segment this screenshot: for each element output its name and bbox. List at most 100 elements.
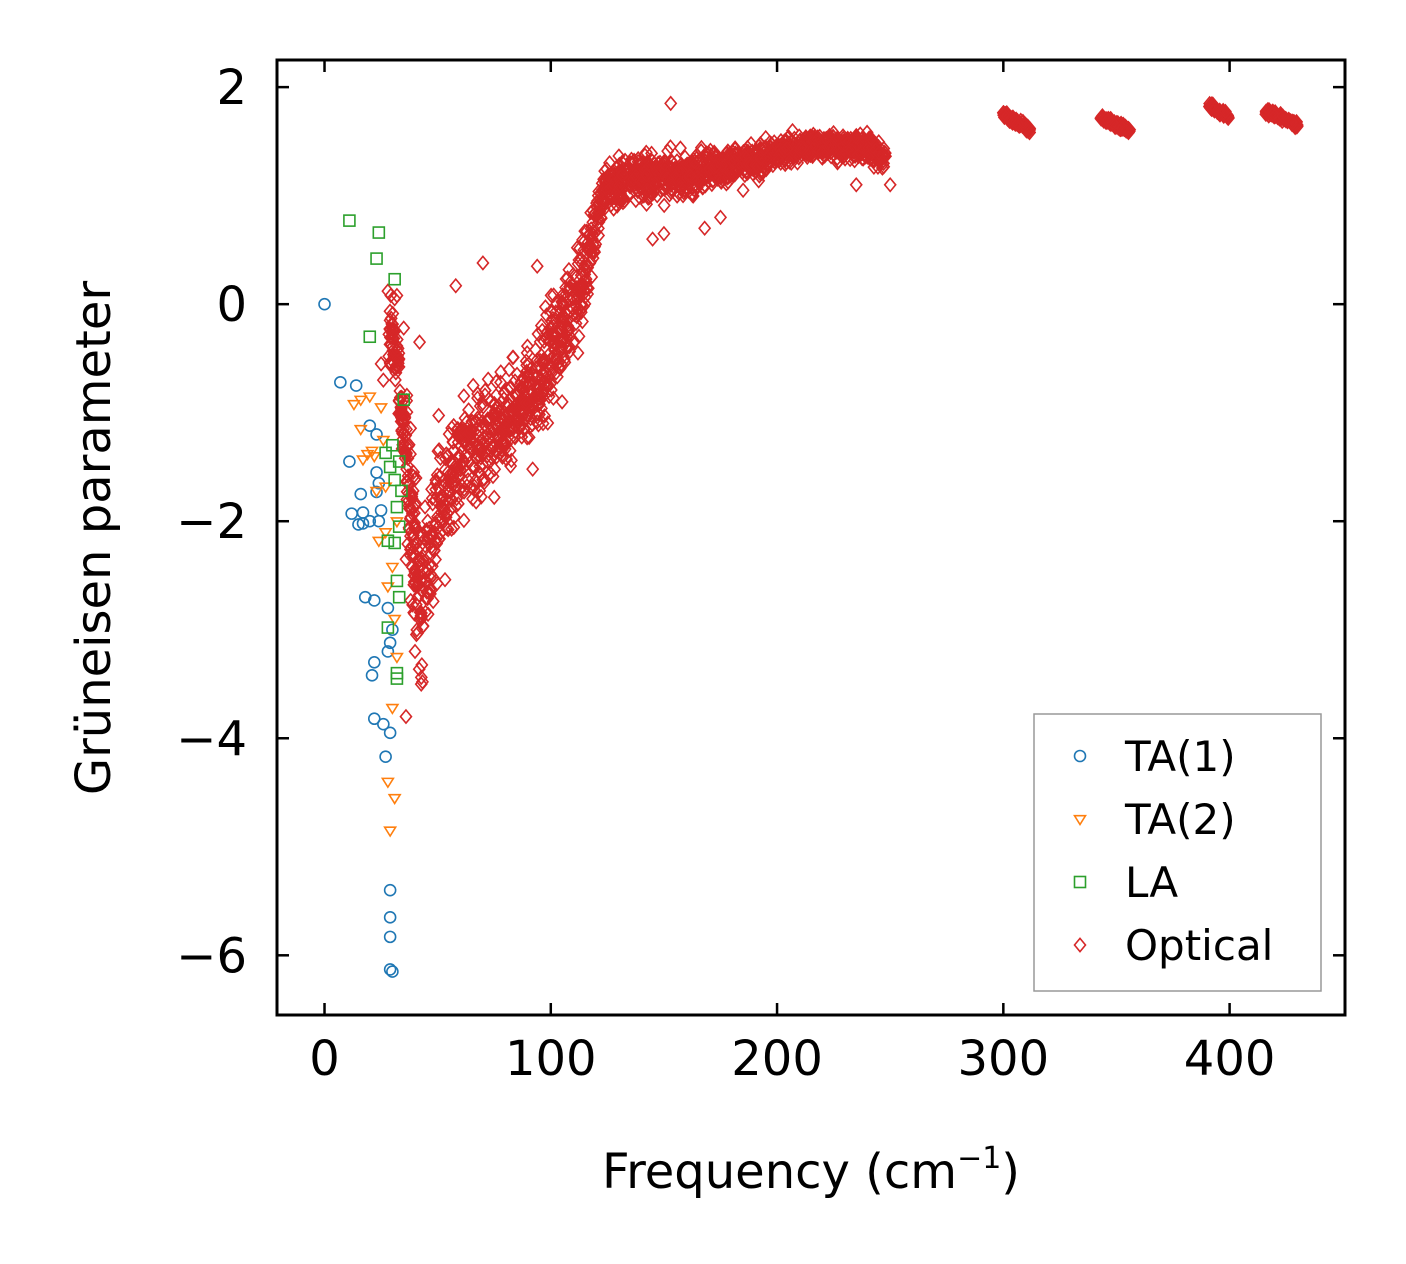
point-ta1-1	[334, 376, 347, 389]
point-optical-838	[570, 239, 584, 256]
point-optical-2350	[1218, 103, 1232, 120]
point-ta1-23	[379, 750, 392, 764]
point-optical-1252	[661, 171, 675, 188]
point-ta1-28	[386, 623, 399, 637]
point-optical-354	[447, 519, 461, 536]
point-optical-119	[397, 414, 411, 430]
point-optical-662	[525, 416, 539, 433]
point-optical-1341	[687, 153, 702, 170]
point-ta2-0	[346, 399, 361, 412]
point-optical-2470	[1289, 116, 1303, 133]
point-optical-79	[390, 342, 404, 358]
point-optical-2493	[517, 421, 531, 437]
point-optical-1067	[612, 190, 626, 207]
point-optical-2497	[571, 345, 585, 361]
point-optical-1049	[627, 174, 641, 190]
point-optical-524	[486, 440, 500, 457]
point-optical-68	[393, 383, 407, 399]
point-optical-2505	[849, 176, 863, 193]
point-optical-425	[458, 425, 472, 441]
legend-marker-la	[1073, 875, 1087, 889]
point-la-8	[386, 438, 399, 452]
point-optical-2039	[875, 154, 889, 171]
point-optical-1428	[705, 176, 719, 193]
point-optical-757	[546, 310, 560, 327]
point-optical-935	[594, 210, 608, 227]
point-optical-514	[481, 371, 495, 388]
point-optical-6	[388, 372, 402, 388]
legend-label-ta2: TA(2)	[1124, 795, 1236, 844]
point-optical-2495	[530, 258, 544, 275]
point-optical-196	[411, 566, 425, 583]
legend-items: TA(1) TA(2) LA Optical	[1073, 732, 1273, 970]
point-optical-356	[451, 495, 465, 512]
point-optical-1878	[816, 143, 830, 160]
point-optical-2264	[1119, 123, 1133, 139]
point-optical-961	[607, 201, 621, 217]
point-ta1-6	[354, 487, 368, 501]
point-optical-845	[567, 306, 581, 323]
point-optical-112	[398, 428, 412, 445]
point-optical-795	[558, 317, 572, 334]
point-optical-529	[482, 411, 497, 428]
point-optical-1611	[754, 148, 768, 165]
point-optical-891	[580, 223, 594, 240]
point-optical-909	[591, 220, 605, 237]
point-optical-2471	[1285, 116, 1299, 132]
point-ta2-16	[383, 826, 398, 838]
point-la-4	[379, 446, 392, 460]
y-tick-label-3: −4	[176, 711, 247, 767]
point-optical-827	[572, 252, 586, 268]
point-optical-355	[447, 509, 462, 526]
point-optical-749	[546, 390, 560, 407]
point-optical-782	[559, 339, 573, 356]
x-tick-label-4: 400	[1184, 1031, 1276, 1087]
point-la-19	[395, 484, 408, 498]
point-optical-1971	[849, 128, 863, 145]
point-optical-1313	[685, 185, 699, 202]
point-ta1-32	[383, 963, 397, 976]
point-optical-1251	[664, 177, 678, 194]
point-optical-233	[419, 521, 434, 538]
legend-box	[1033, 713, 1322, 992]
point-optical-1068	[613, 177, 627, 194]
point-optical-2484	[399, 708, 413, 725]
point-optical-1204	[673, 140, 687, 157]
point-optical-882	[584, 241, 598, 258]
point-optical-1063	[615, 165, 629, 182]
point-optical-163	[410, 621, 424, 638]
point-optical-531	[477, 434, 491, 451]
point-optical-192	[408, 537, 422, 553]
point-optical-2503	[713, 209, 728, 226]
point-optical-572	[500, 421, 514, 438]
series-optical	[374, 95, 1304, 725]
point-optical-2506	[883, 176, 897, 193]
points-layer	[318, 95, 1304, 978]
x-tick-label-2: 200	[731, 1031, 823, 1087]
point-optical-1429	[703, 161, 717, 178]
point-optical-2501	[664, 95, 678, 112]
point-optical-174	[412, 661, 426, 678]
point-optical-2269	[1115, 120, 1129, 137]
point-optical-58	[390, 331, 404, 348]
point-optical-2266	[1106, 114, 1120, 131]
point-optical-1064	[624, 171, 638, 188]
point-optical-219	[415, 551, 429, 568]
point-optical-2496	[555, 393, 569, 410]
point-optical-2504	[736, 182, 750, 199]
point-ta1-14	[367, 594, 381, 607]
point-la-5	[381, 534, 395, 548]
point-optical-1972	[839, 132, 853, 149]
point-optical-2268	[1101, 112, 1115, 129]
point-optical-307	[438, 571, 452, 588]
point-ta2-1	[353, 395, 368, 407]
point-optical-1695	[777, 142, 792, 159]
point-optical-751	[547, 318, 561, 335]
point-optical-1212	[674, 181, 688, 197]
point-optical-864	[583, 255, 597, 272]
point-optical-294	[426, 593, 440, 610]
point-ta1-30	[383, 911, 397, 924]
x-axis-title: Frequency (cm−1)	[602, 1141, 1020, 1200]
point-optical-731	[547, 287, 561, 303]
point-optical-106	[398, 409, 412, 425]
